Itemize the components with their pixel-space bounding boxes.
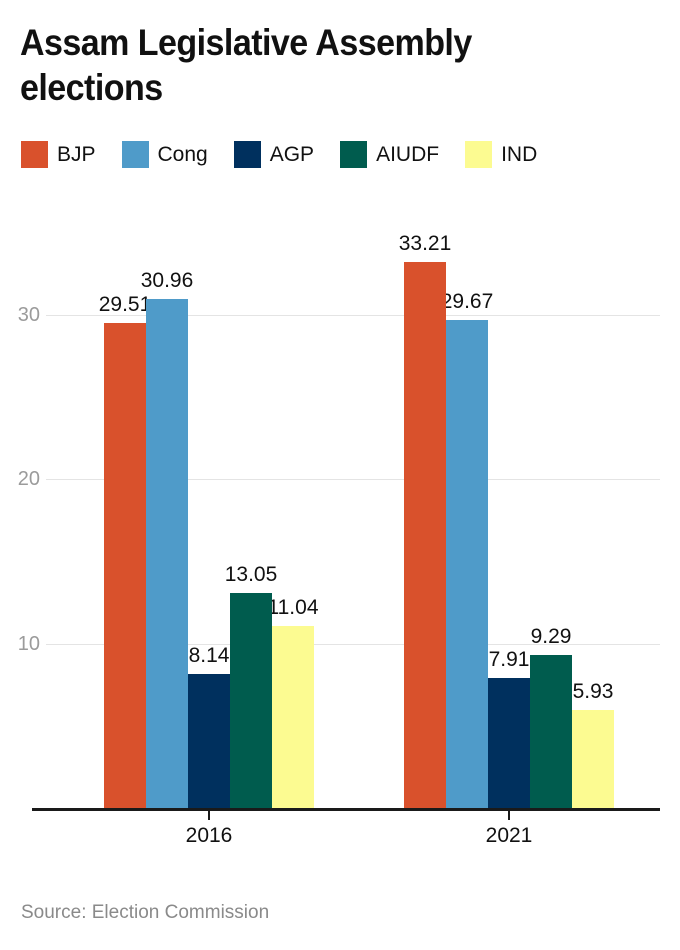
gridline: [46, 314, 660, 316]
legend-item-bjp[interactable]: BJP: [21, 141, 96, 168]
bar-layer: [0, 200, 680, 808]
legend-item-ind[interactable]: IND: [465, 141, 537, 168]
bar-ind-2021[interactable]: [572, 710, 614, 808]
bar-value-label: 7.91: [488, 647, 530, 671]
bar-agp-2016[interactable]: [188, 674, 230, 808]
bar-value-label: 29.51: [98, 292, 152, 316]
legend-label: Cong: [157, 143, 208, 166]
legend-item-agp[interactable]: AGP: [233, 141, 315, 168]
legend-label: BJP: [57, 143, 96, 166]
bar-aiudf-2021[interactable]: [530, 655, 572, 808]
bar-value-label: 29.67: [440, 289, 494, 313]
x-axis-tick-mark: [208, 811, 210, 820]
legend-item-aiudf[interactable]: AIUDF: [340, 141, 439, 168]
bar-agp-2021[interactable]: [488, 677, 530, 808]
x-axis-tick-mark: [508, 811, 510, 820]
legend-swatch-icon: [465, 141, 493, 168]
x-axis-tick-label-2016: 2016: [185, 824, 233, 847]
legend-swatch-icon: [340, 141, 368, 168]
chart-legend: BJP Cong AGP AIUDF IND: [21, 141, 563, 168]
bar-cong-2016[interactable]: [146, 298, 188, 808]
y-axis-tick-label: 20: [17, 468, 40, 490]
x-axis-line: [32, 808, 660, 811]
legend-label: AIUDF: [376, 143, 440, 166]
bar-bjp-2021[interactable]: [404, 261, 446, 808]
bar-cong-2021[interactable]: [446, 319, 488, 808]
legend-item-cong[interactable]: Cong: [121, 141, 208, 168]
bar-chart-plot: 10 20 30 29.51 30.96 8.14 13.05 11.04 33.21 29.6…: [0, 200, 680, 847]
gridline-layer: 10 20 30: [0, 200, 680, 820]
axis-layer: 2016 2021: [0, 200, 680, 847]
value-label-layer: 29.51 30.96 8.14 13.05 11.04 33.21 29.67 7.91 9.…: [0, 200, 680, 820]
legend-swatch-icon: [21, 141, 48, 168]
bar-value-label: 5.93: [572, 680, 614, 704]
bar-value-label: 13.05: [224, 563, 278, 587]
bar-bjp-2016[interactable]: [104, 322, 146, 808]
source-note: Source: Election Commission: [21, 902, 270, 923]
x-axis-tick-label-2021: 2021: [485, 824, 533, 847]
bar-value-label: 9.29: [530, 625, 572, 649]
bar-value-label: 33.21: [398, 231, 452, 255]
bar-ind-2016[interactable]: [272, 626, 314, 808]
legend-swatch-icon: [121, 141, 149, 168]
y-axis-tick-label: 30: [17, 303, 40, 326]
bar-value-label: 8.14: [188, 644, 230, 668]
bar-aiudf-2016[interactable]: [230, 593, 272, 808]
page-title: Assam Legislative Assembly elections: [20, 22, 481, 108]
legend-label: AGP: [269, 143, 315, 166]
bar-value-label: 30.96: [140, 268, 194, 292]
legend-swatch-icon: [233, 141, 261, 168]
gridline: [46, 643, 660, 645]
bar-value-label: 11.04: [267, 596, 319, 620]
y-axis-tick-label: 10: [17, 632, 40, 655]
gridline: [46, 479, 660, 480]
legend-label: IND: [501, 143, 538, 166]
